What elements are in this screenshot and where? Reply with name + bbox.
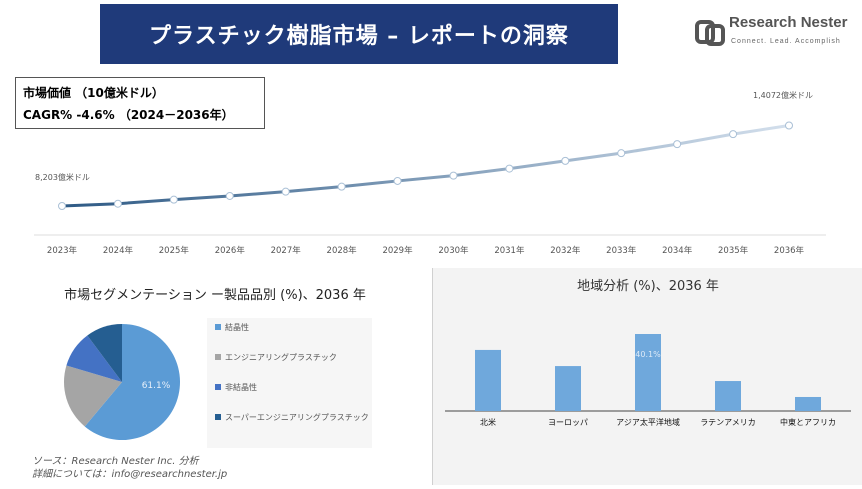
x-tick-label: 2030年 — [438, 245, 469, 256]
data-point — [337, 182, 346, 191]
market-value-label: 市場価値 （10億米ドル） — [23, 86, 164, 100]
x-tick-label: 2033年 — [606, 245, 637, 256]
bar-title: 地域分析 (%)、2036 年 — [577, 279, 719, 294]
legend-item: スーパーエンジニアリングプラスチック — [215, 412, 370, 424]
x-tick-label: 2025年 — [159, 245, 190, 256]
contact-line: 詳細については：info@researchnester.jp — [32, 469, 228, 480]
bar-category-label: 北米 — [480, 417, 496, 427]
data-point — [505, 164, 514, 173]
x-tick-label: 2036年 — [774, 245, 805, 256]
x-tick-label: 2026年 — [215, 245, 246, 256]
pie-slice — [87, 324, 122, 382]
bar — [555, 366, 581, 411]
pie-legend: 結晶性 エンジニアリングプラスチック 非結晶性 スーパーエンジニアリングプラスチ… — [207, 318, 372, 448]
legend-swatch — [215, 324, 221, 330]
legend-item: 非結晶性 — [215, 382, 370, 394]
data-point — [281, 187, 290, 196]
pie-slice — [84, 324, 180, 440]
data-point — [58, 202, 66, 210]
data-point — [449, 171, 458, 180]
data-point — [169, 195, 178, 204]
x-tick-label: 2035年 — [718, 245, 749, 256]
source-line: ソース：Research Nester Inc. 分析 — [32, 456, 199, 467]
last-data-label: 1,4072億米ドル — [753, 90, 813, 100]
legend-swatch — [215, 414, 221, 420]
bar-category-label: ラテンアメリカ — [700, 418, 756, 427]
regional-bar-chart: 地域分析 (%)、2036 年 北米 ヨーロッパ アジア太平洋地域 ラテンアメリカ 中東… — [445, 279, 851, 427]
logo-icon — [695, 20, 725, 46]
research-nester-logo: Research Nester Connect. Lead. Accomplis… — [695, 14, 855, 54]
data-point — [113, 199, 122, 208]
x-tick-label: 2027年 — [271, 245, 302, 256]
bar — [795, 396, 821, 411]
data-point — [785, 121, 793, 130]
x-tick-label: 2032年 — [550, 245, 581, 256]
series-line — [61, 124, 790, 208]
data-point — [729, 130, 738, 139]
legend-swatch — [215, 354, 221, 360]
logo-tagline: Connect. Lead. Accomplish — [731, 38, 841, 45]
legend-label: 結晶性 — [225, 323, 249, 332]
logo-name: Research Nester — [729, 14, 848, 31]
cagr-label: CAGR% -4.6% （2024－2036年） — [23, 108, 234, 122]
bar — [475, 349, 501, 411]
x-tick-label: 2034年 — [662, 245, 693, 256]
x-tick-label: 2029年 — [382, 245, 413, 256]
data-point — [225, 191, 234, 200]
bar — [635, 334, 661, 411]
first-data-label: 8,203億米ドル — [35, 172, 90, 182]
regional-panel: 地域分析 (%)、2036 年 北米 ヨーロッパ アジア太平洋地域 ラテンアメリカ 中東… — [432, 268, 862, 485]
data-point — [673, 140, 682, 149]
data-point — [561, 156, 570, 165]
segment-pie-chart: 61.1% — [64, 324, 180, 440]
legend-label: エンジニアリングプラスチック — [225, 353, 337, 362]
legend-item: 結晶性 — [215, 322, 370, 334]
source-note: ソース：Research Nester Inc. 分析 詳細については：info… — [32, 455, 227, 481]
legend-label: 非結晶性 — [225, 383, 257, 392]
x-tick-label: 2031年 — [494, 245, 525, 256]
pie-title: 市場セグメンテーション ー製品品別 (%)、2036 年 — [64, 288, 366, 303]
x-tick-label: 2024年 — [103, 245, 134, 256]
report-title-banner: プラスチック樹脂市場 – レポートの洞察 — [100, 4, 618, 64]
report-title: プラスチック樹脂市場 – レポートの洞察 — [149, 24, 569, 49]
data-point — [393, 176, 402, 185]
pie-data-label: 61.1% — [142, 381, 171, 391]
legend-label: スーパーエンジニアリングプラスチック — [225, 413, 369, 422]
bar-data-label: 40.1% — [635, 350, 661, 359]
bar-category-label: 中東とアフリカ — [780, 417, 836, 427]
bar-category-label: アジア太平洋地域 — [616, 417, 680, 427]
legend-item: エンジニアリングプラスチック — [215, 352, 370, 364]
legend-swatch — [215, 384, 221, 390]
x-tick-label: 2023年 — [47, 245, 78, 256]
market-info-box: 市場価値 （10億米ドル） CAGR% -4.6% （2024－2036年） — [15, 77, 265, 129]
x-tick-label: 2028年 — [327, 245, 358, 256]
pie-slice — [64, 365, 122, 427]
data-point — [617, 149, 626, 158]
market-line-chart: 8,203億米ドル 1,4072億米ドル 2023年 2024年 2025年 2026… — [34, 90, 826, 256]
pie-slice — [66, 335, 122, 382]
bar-category-label: ヨーロッパ — [548, 418, 588, 427]
bar — [715, 381, 741, 411]
